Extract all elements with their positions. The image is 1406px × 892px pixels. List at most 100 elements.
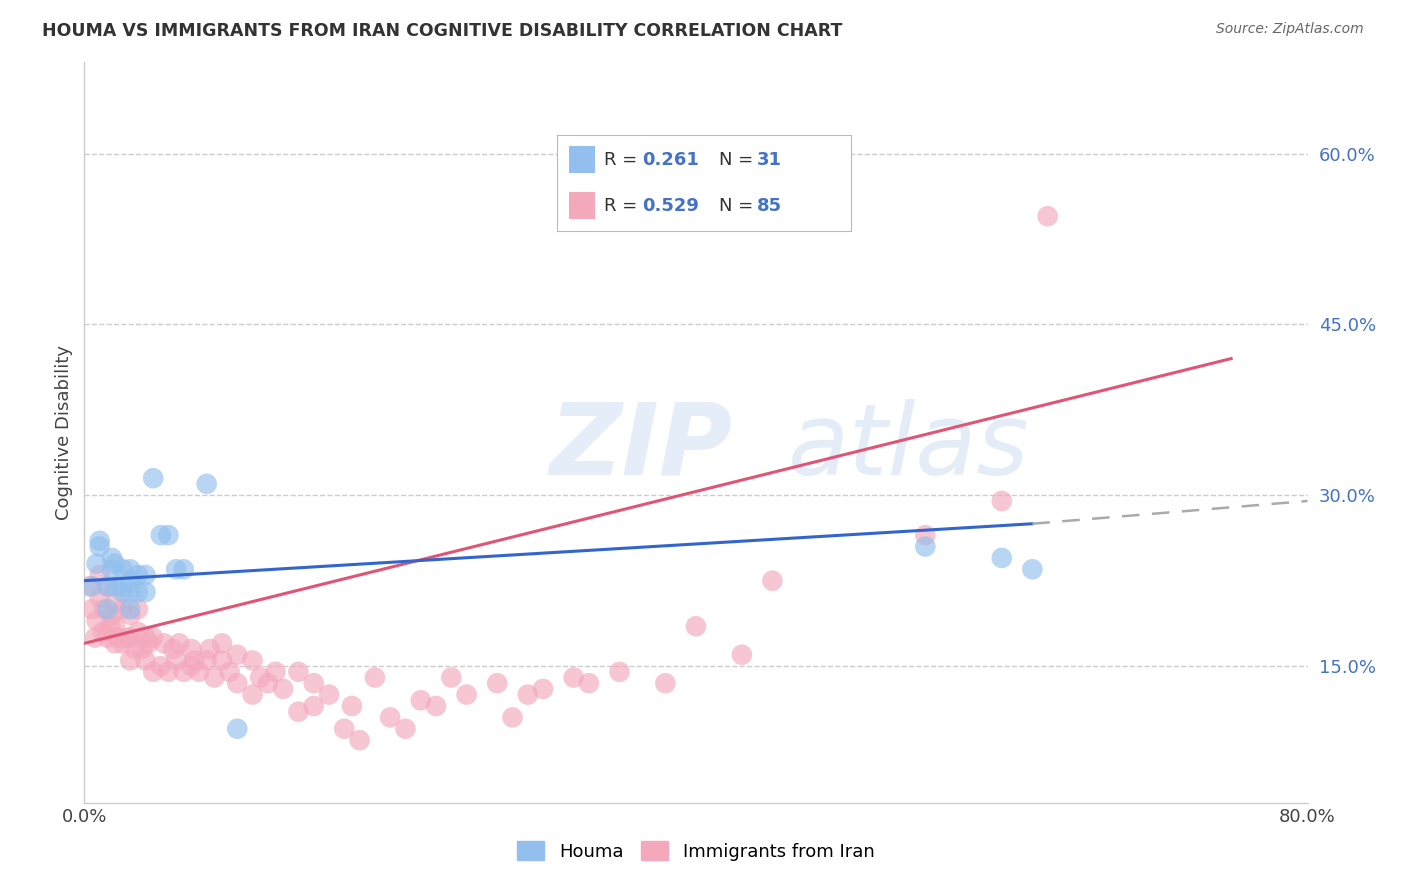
Point — [115, 631, 138, 645]
Point — [135, 653, 157, 667]
Point — [991, 494, 1014, 508]
Y-axis label: Cognitive Disability: Cognitive Disability — [55, 345, 73, 520]
Point — [340, 698, 363, 713]
Point — [173, 562, 195, 576]
Point — [104, 619, 127, 633]
Point — [761, 574, 783, 588]
Point — [77, 579, 100, 593]
Point — [249, 671, 271, 685]
Point — [101, 607, 124, 622]
Point — [349, 733, 371, 747]
Point — [101, 562, 124, 576]
Point — [685, 619, 707, 633]
Point — [111, 579, 134, 593]
Point — [502, 710, 524, 724]
Point — [226, 648, 249, 662]
Point — [318, 688, 340, 702]
Point — [104, 636, 127, 650]
Point — [84, 631, 107, 645]
Point — [111, 602, 134, 616]
Point — [120, 585, 142, 599]
Point — [135, 585, 157, 599]
Text: N =: N = — [718, 196, 759, 215]
Bar — [569, 146, 595, 173]
Point — [89, 540, 111, 554]
Legend: Houma, Immigrants from Iran: Houma, Immigrants from Iran — [510, 834, 882, 868]
Point — [111, 562, 134, 576]
Point — [562, 671, 585, 685]
Text: R =: R = — [605, 196, 643, 215]
Point — [120, 607, 142, 622]
Point — [180, 642, 202, 657]
Point — [198, 642, 221, 657]
Bar — [569, 192, 595, 219]
Point — [149, 659, 172, 673]
Point — [486, 676, 509, 690]
Point — [111, 585, 134, 599]
Point — [142, 471, 165, 485]
Point — [531, 681, 554, 696]
Point — [202, 671, 225, 685]
Point — [165, 653, 187, 667]
Text: atlas: atlas — [787, 399, 1029, 496]
Point — [195, 476, 218, 491]
Point — [211, 653, 233, 667]
Point — [127, 624, 149, 639]
Point — [120, 562, 142, 576]
Point — [165, 562, 187, 576]
Text: HOUMA VS IMMIGRANTS FROM IRAN COGNITIVE DISABILITY CORRELATION CHART: HOUMA VS IMMIGRANTS FROM IRAN COGNITIVE … — [42, 22, 842, 40]
Point — [167, 636, 190, 650]
Point — [991, 550, 1014, 565]
Point — [333, 722, 356, 736]
Point — [96, 631, 118, 645]
Point — [135, 631, 157, 645]
Point — [120, 574, 142, 588]
Point — [104, 597, 127, 611]
Point — [127, 568, 149, 582]
Point — [409, 693, 432, 707]
Point — [914, 528, 936, 542]
Point — [120, 631, 142, 645]
Point — [218, 665, 240, 679]
Point — [157, 665, 180, 679]
Point — [188, 665, 211, 679]
Point — [195, 653, 218, 667]
Point — [654, 676, 676, 690]
Point — [440, 671, 463, 685]
Text: 0.261: 0.261 — [643, 151, 699, 169]
Point — [731, 648, 754, 662]
Point — [101, 550, 124, 565]
Text: N =: N = — [718, 151, 759, 169]
Point — [142, 631, 165, 645]
Text: R =: R = — [605, 151, 643, 169]
Point — [89, 568, 111, 582]
Point — [287, 665, 309, 679]
Text: ZIP: ZIP — [550, 399, 733, 496]
Point — [153, 636, 176, 650]
Point — [180, 659, 202, 673]
Point — [96, 602, 118, 616]
Point — [138, 636, 160, 650]
Point — [578, 676, 600, 690]
Text: Source: ZipAtlas.com: Source: ZipAtlas.com — [1216, 22, 1364, 37]
Point — [914, 540, 936, 554]
Point — [89, 533, 111, 548]
Point — [425, 698, 447, 713]
Point — [264, 665, 287, 679]
Point — [127, 602, 149, 616]
Point — [142, 665, 165, 679]
Point — [111, 636, 134, 650]
Point — [380, 710, 402, 724]
Point — [1036, 209, 1059, 223]
Point — [173, 665, 195, 679]
Point — [226, 722, 249, 736]
Text: 31: 31 — [758, 151, 782, 169]
Point — [516, 688, 538, 702]
Point — [104, 579, 127, 593]
Text: 85: 85 — [758, 196, 782, 215]
Point — [91, 624, 114, 639]
Point — [89, 591, 111, 605]
Point — [96, 579, 118, 593]
Point — [124, 642, 146, 657]
Point — [80, 602, 103, 616]
